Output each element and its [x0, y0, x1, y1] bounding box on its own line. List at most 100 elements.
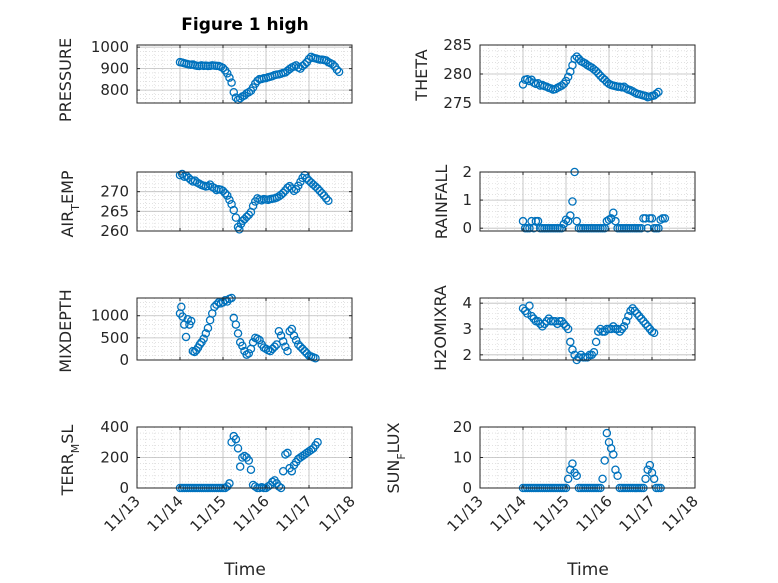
theta-ytick-label: 275: [443, 94, 472, 112]
rainfall-ytick-label: 0: [462, 219, 472, 237]
airtemp-point: [235, 225, 244, 234]
rainfall-point: [606, 214, 616, 223]
terrmsl-point: [231, 434, 241, 444]
sunflux-ytick-label: 20: [453, 418, 472, 436]
pressure-point: [296, 64, 305, 73]
h2omixra-ytick-label: 2: [462, 346, 472, 364]
mixdepth-axes-box: [136, 297, 353, 361]
terrmsl-point: [244, 456, 254, 465]
terrmsl-ylabel-tail: SL: [58, 425, 77, 444]
airtemp-point: [289, 186, 299, 196]
rainfall-point: [566, 211, 575, 220]
pressure-point: [223, 69, 232, 78]
h2omixra-point: [525, 301, 534, 310]
terrmsl-ytick-label: 200: [100, 449, 129, 467]
pressure-ylabel: PRESSURE: [56, 38, 75, 122]
sunflux-ylabel-sub: F: [395, 453, 408, 459]
h2omixra-point: [589, 347, 599, 357]
pressure-axes-box: [136, 44, 353, 104]
terrmsl-point: [225, 479, 234, 488]
terrmsl-xtick-label: 11/16: [230, 492, 273, 535]
mixdepth-point: [203, 323, 213, 333]
h2omixra-point: [551, 316, 560, 326]
pressure-point: [235, 94, 245, 103]
mixdepth-point: [253, 334, 262, 343]
sunflux-xtick-label: 11/15: [530, 492, 573, 535]
sunflux-point: [641, 474, 650, 484]
sunflux-xtick-label: 11/17: [616, 492, 659, 535]
terrmsl-point: [313, 437, 322, 447]
h2omixra-point: [559, 319, 569, 329]
terrmsl-xtick-label: 11/17: [273, 492, 316, 535]
pressure-point: [218, 63, 228, 73]
mixdepth-point: [233, 329, 243, 338]
rainfall-point: [602, 216, 612, 226]
theta-point: [619, 82, 629, 92]
terrmsl-point: [283, 448, 292, 458]
airtemp-point: [324, 196, 333, 205]
terrmsl-ytick-label: 400: [100, 418, 129, 436]
h2omixra-point: [574, 353, 584, 362]
mixdepth-axes: 0 500 1000: [91, 293, 353, 369]
terrmsl-xtick-label: 11/14: [144, 492, 187, 535]
theta-point: [602, 77, 612, 87]
pressure-ytick-label: 800: [100, 81, 129, 99]
h2omixra-point: [596, 324, 605, 334]
mixdepth-point: [296, 342, 305, 351]
mixdepth-point: [186, 316, 196, 326]
pressure-point: [225, 73, 234, 82]
pressure-point: [227, 78, 236, 87]
mixdepth-point: [289, 331, 299, 340]
h2omixra-point: [520, 306, 530, 316]
h2omixra-point: [527, 311, 536, 321]
figure-title: Figure 1 high: [181, 15, 309, 35]
airtemp-point: [278, 188, 288, 198]
pressure-point: [321, 56, 331, 65]
h2omixra-point: [619, 322, 629, 331]
mixdepth-point: [278, 337, 288, 346]
rainfall-point: [557, 223, 566, 233]
sun-flux-axes: 0 10 20 11/13 11/14 11/15 11/16 11/17 11/18: [444, 418, 702, 535]
mixdepth-point: [283, 346, 292, 356]
airtemp-point: [240, 214, 249, 224]
mixdepth-point: [266, 346, 275, 356]
airtemp-point: [313, 184, 322, 193]
airtemp-ylabel-tail: EMP: [58, 170, 77, 204]
mixdepth-point: [281, 342, 290, 351]
rainfall-ylabel: RAINFALL: [432, 165, 451, 240]
mixdepth-point: [300, 346, 309, 356]
airtemp-point: [231, 213, 241, 222]
h2omixra-axes: 2 3 4: [462, 294, 696, 365]
mixdepth-point: [242, 350, 251, 359]
mixdepth-point: [210, 302, 219, 312]
pressure-point: [332, 65, 342, 74]
mixdepth-point: [259, 343, 269, 352]
mixdepth-ytick-label: 500: [100, 329, 129, 347]
sunflux-point: [600, 456, 609, 465]
theta-ytick-label: 280: [443, 65, 472, 83]
terrmsl-ylabel-main: TERR: [58, 453, 77, 496]
mixdepth-point: [177, 302, 186, 312]
h2omixra-point: [553, 319, 562, 329]
sunflux-point: [563, 474, 573, 484]
h2omixra-ytick-label: 3: [462, 320, 472, 338]
h2omixra-ytick-label: 4: [462, 294, 472, 312]
pressure-point: [244, 88, 254, 97]
sunflux-point: [602, 428, 612, 438]
h2omixra-point: [587, 350, 597, 360]
rainfall-point: [563, 216, 573, 226]
mixdepth-point: [199, 334, 208, 343]
mixdepth-point: [291, 335, 301, 345]
h2omixra-point: [561, 322, 571, 331]
mixdepth-point: [268, 344, 277, 354]
h2omixra-point: [563, 324, 573, 334]
rainfall-point: [568, 197, 577, 206]
pressure-axes: 800 900 1000: [91, 38, 353, 105]
rainfall-point: [559, 219, 569, 229]
sunflux-point: [649, 474, 659, 484]
mixdepth-point: [261, 344, 271, 354]
terrmsl-point: [240, 451, 249, 461]
mixdepth-ylabel: MIXDEPTH: [56, 289, 75, 372]
rainfall-axes: 0 1 2: [462, 163, 696, 237]
